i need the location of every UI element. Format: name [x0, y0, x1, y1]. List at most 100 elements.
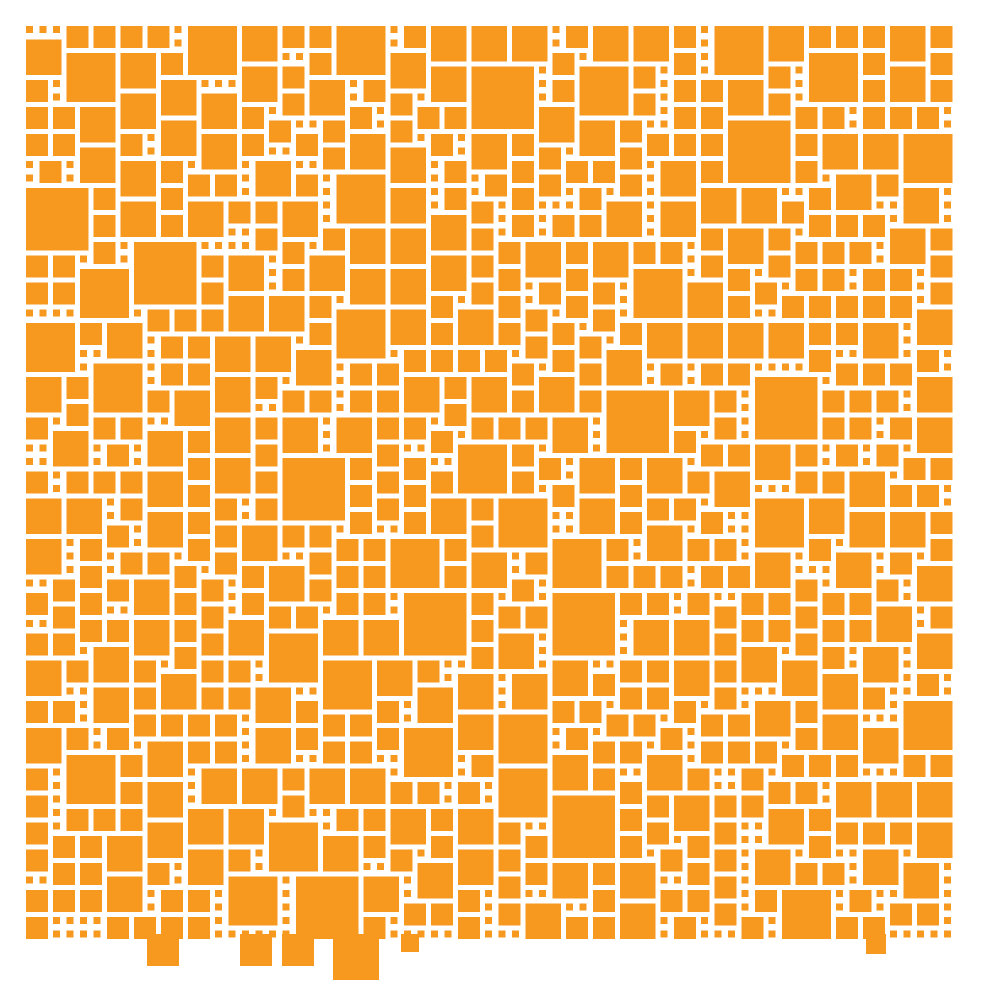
- square-tile: [431, 296, 453, 318]
- square-tile: [431, 809, 453, 831]
- square-tile: [26, 768, 48, 791]
- square-tile: [606, 714, 629, 737]
- square-tile: [687, 377, 695, 384]
- square-tile: [377, 107, 384, 114]
- square-tile: [755, 363, 762, 371]
- square-tile: [728, 512, 735, 519]
- square-tile: [323, 228, 345, 251]
- square-tile: [242, 188, 249, 195]
- square-tile: [53, 701, 75, 723]
- square-tile: [525, 282, 533, 290]
- square-tile: [66, 917, 74, 924]
- square-tile: [215, 917, 222, 924]
- square-tile: [242, 134, 264, 156]
- square-tile: [795, 728, 818, 750]
- square-tile: [876, 431, 884, 438]
- square-tile: [80, 363, 87, 371]
- square-tile: [782, 282, 789, 290]
- square-tile: [512, 444, 534, 467]
- square-tile: [309, 579, 332, 602]
- square-tile: [863, 849, 899, 885]
- square-tile: [161, 660, 168, 668]
- square-tile: [701, 80, 723, 102]
- square-tile: [107, 512, 114, 519]
- square-tile: [917, 282, 924, 290]
- square-tile: [147, 363, 155, 371]
- square-tile: [444, 782, 452, 789]
- square-tile: [498, 930, 506, 938]
- square-tile: [485, 350, 507, 372]
- square-tile: [404, 903, 426, 926]
- square-tile: [863, 323, 899, 359]
- square-tile: [849, 620, 872, 642]
- square-tile: [431, 417, 438, 425]
- square-tile: [107, 876, 143, 912]
- square-tile: [336, 309, 386, 359]
- square-tile: [755, 836, 762, 843]
- square-tile: [66, 728, 89, 750]
- square-tile: [822, 566, 830, 573]
- square-tile: [890, 768, 897, 776]
- square-tile: [755, 741, 777, 764]
- square-tile: [390, 93, 413, 116]
- square-tile: [471, 228, 494, 251]
- square-tile: [782, 485, 789, 492]
- square-tile: [404, 377, 440, 413]
- square-tile: [593, 768, 615, 791]
- square-tile: [876, 242, 884, 249]
- square-tile: [161, 917, 183, 939]
- square-tile: [377, 120, 384, 128]
- square-tile: [323, 620, 359, 656]
- square-tile: [620, 647, 627, 654]
- square-tile: [201, 242, 209, 249]
- square-tile: [471, 525, 494, 548]
- square-tile: [53, 633, 75, 656]
- square-tile: [201, 660, 224, 683]
- square-tile: [282, 377, 290, 384]
- square-tile: [701, 431, 708, 438]
- square-tile: [836, 917, 858, 939]
- square-tile: [795, 566, 803, 573]
- square-tile: [269, 255, 276, 263]
- square-tile: [228, 579, 236, 587]
- square-tile: [404, 444, 411, 452]
- square-tile: [66, 377, 89, 399]
- square-tile: [903, 849, 911, 857]
- square-tile: [431, 255, 467, 291]
- square-tile: [26, 498, 62, 534]
- square-tile: [687, 458, 695, 465]
- square-tile: [431, 471, 453, 494]
- square-tile: [809, 809, 831, 831]
- square-tile: [903, 755, 926, 777]
- square-tile: [66, 404, 89, 426]
- square-tile: [80, 147, 116, 183]
- square-tile: [93, 687, 129, 723]
- square-tile: [377, 755, 384, 762]
- square-tile: [566, 471, 573, 479]
- square-tile: [674, 620, 710, 656]
- square-tile: [350, 107, 372, 129]
- square-tile: [120, 417, 143, 440]
- square-tile: [944, 930, 951, 938]
- square-tile: [26, 876, 33, 884]
- square-tile: [458, 350, 480, 372]
- square-tile: [620, 768, 627, 776]
- square-tile: [242, 107, 264, 129]
- square-tile: [755, 552, 791, 588]
- square-tile: [849, 417, 872, 440]
- square-tile: [26, 134, 48, 156]
- square-tile: [768, 593, 791, 615]
- square-tile: [350, 80, 357, 87]
- square-tile: [512, 161, 534, 183]
- square-tile: [134, 444, 141, 452]
- square-tile: [309, 768, 345, 804]
- square-tile: [674, 134, 696, 156]
- square-tile: [309, 525, 332, 548]
- square-tile: [917, 566, 953, 602]
- square-tile: [39, 579, 47, 587]
- square-tile: [404, 417, 426, 440]
- square-tile: [228, 242, 236, 249]
- square-tile: [147, 309, 170, 332]
- square-tile: [903, 458, 926, 480]
- square-tile: [255, 404, 263, 411]
